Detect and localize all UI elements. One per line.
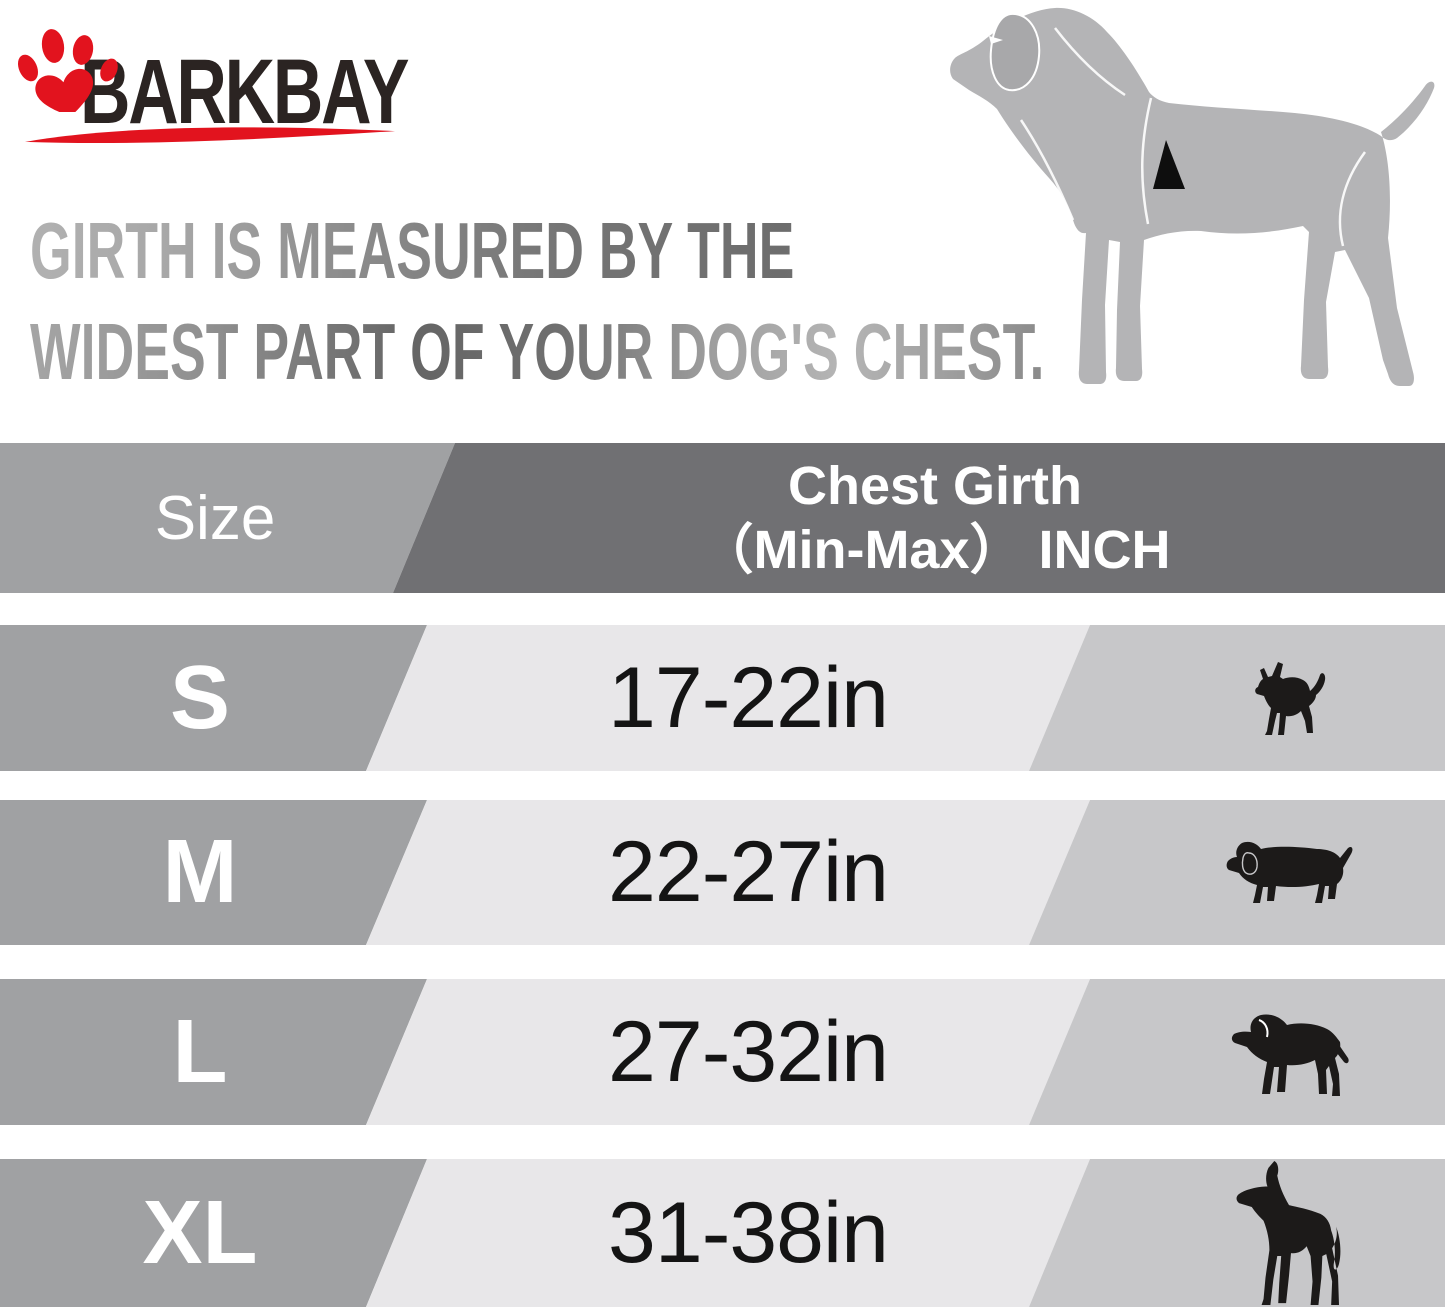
brand-underline-swoosh bbox=[25, 127, 396, 144]
dog-detail-lines bbox=[1019, 27, 1367, 247]
instruction-line-1: GIRTH IS MEASURED BY THE bbox=[30, 200, 1044, 301]
row-xl-icon-bg bbox=[1029, 1159, 1445, 1307]
brand-name: BARKBAY bbox=[80, 41, 410, 143]
table-row-l: L 27-32in bbox=[0, 979, 1445, 1125]
row-l-girth-bg bbox=[366, 979, 1090, 1125]
brand-logo: BARKBAY bbox=[0, 0, 440, 170]
girth-column-header-line1: Chest Girth bbox=[787, 456, 1083, 516]
row-s-girth-bg bbox=[366, 625, 1090, 771]
header-girth-cell: Chest Girth （Min-Max） INCH bbox=[455, 443, 1415, 593]
girth-value-xl: 31-38in bbox=[608, 1184, 889, 1281]
header-size-cell: Size bbox=[0, 443, 430, 593]
header-girth-cell-bg bbox=[393, 443, 1445, 593]
row-m-icon-bg bbox=[1029, 800, 1445, 945]
row-m-girth-bg bbox=[366, 800, 1090, 945]
girth-column-header-line2: （Min-Max） INCH bbox=[699, 520, 1171, 580]
dog-girth-illustration bbox=[950, 7, 1435, 386]
table-header-row: Size Chest Girth （Min-Max） INCH bbox=[0, 443, 1445, 593]
header-size-cell-bg bbox=[0, 443, 455, 593]
row-l-icon-bg bbox=[1029, 979, 1445, 1125]
size-value-l: L bbox=[172, 1001, 228, 1102]
row-xl-size-bg bbox=[0, 1159, 427, 1307]
girth-value-s: 17-22in bbox=[608, 649, 889, 746]
dog-silhouette bbox=[950, 7, 1435, 386]
row-s-size-bg bbox=[0, 625, 427, 771]
labrador-icon bbox=[1231, 1013, 1349, 1096]
table-row-xl: XL 31-38in bbox=[0, 1159, 1445, 1307]
paw-print-icon bbox=[17, 29, 118, 112]
row-s-icon-bg bbox=[1029, 625, 1445, 771]
dachshund-icon bbox=[1226, 841, 1353, 903]
chest-marker-triangle bbox=[1153, 140, 1185, 189]
size-value-xl: XL bbox=[142, 1182, 258, 1283]
chihuahua-icon bbox=[1255, 662, 1326, 735]
measure-instruction: GIRTH IS MEASURED BY THE WIDEST PART OF … bbox=[30, 200, 1445, 402]
girth-value-l: 27-32in bbox=[608, 1003, 889, 1100]
row-m-size-bg bbox=[0, 800, 427, 945]
dog-eye bbox=[989, 36, 1003, 44]
table-row-m: M 22-27in bbox=[0, 800, 1445, 945]
instruction-line-2: WIDEST PART OF YOUR DOG'S CHEST. bbox=[30, 301, 1044, 402]
size-value-s: S bbox=[169, 647, 231, 748]
girth-value-m: 22-27in bbox=[608, 824, 889, 920]
row-l-size-bg bbox=[0, 979, 427, 1125]
table-row-s: S 17-22in bbox=[0, 625, 1445, 771]
great-dane-icon bbox=[1236, 1160, 1341, 1306]
dog-ear bbox=[989, 12, 1041, 92]
row-xl-girth-bg bbox=[366, 1159, 1090, 1307]
size-column-header: Size bbox=[154, 483, 276, 553]
size-value-m: M bbox=[162, 822, 238, 922]
